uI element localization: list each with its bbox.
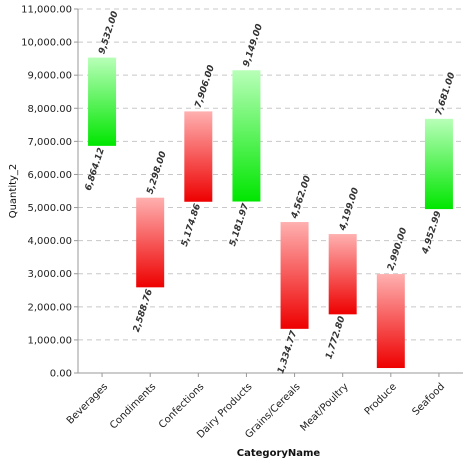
data-label: 4,952.99 (420, 210, 444, 256)
tick-labels: 0.00 1,000.00 2,000.00 3,000.00 4,000.00 5,00… (21, 5, 447, 441)
bars (88, 57, 453, 369)
y-tick-label: 6,000.00 (27, 170, 72, 181)
y-tick-label: 10,000.00 (21, 38, 72, 49)
data-label: 6,864.12 (84, 147, 107, 192)
data-label: 7,681.00 (434, 71, 457, 116)
data-label: 2,588.76 (132, 288, 155, 333)
data-label: 4,562.00 (290, 175, 314, 221)
y-axis-title: Quantity_2 (8, 164, 19, 219)
bar-dairy-products (232, 70, 261, 202)
y-tick-label: 2,000.00 (27, 302, 72, 313)
y-tick-label: 5,000.00 (27, 203, 72, 214)
x-tick-label: Seafood (410, 381, 447, 418)
x-tick-label: Condiments (108, 381, 158, 431)
x-tick-label: Produce (363, 381, 399, 417)
bar-produce (376, 274, 405, 369)
bar-confections (184, 111, 213, 202)
y-tick-label: 7,000.00 (27, 137, 72, 148)
data-label: 7,906.00 (194, 64, 217, 109)
gridlines (78, 8, 463, 341)
bar-meat-poultry (328, 234, 357, 315)
x-tick-label: Meat/Poultry (298, 381, 350, 433)
y-tick-label: 8,000.00 (27, 104, 72, 115)
y-tick-label: 9,000.00 (27, 71, 72, 82)
bar-seafood (424, 118, 453, 210)
data-label: 5,298.00 (146, 150, 169, 195)
data-label: 1,772.80 (324, 315, 347, 360)
bar-condiments (136, 197, 165, 288)
bar-grains-cereals (280, 222, 309, 329)
y-tick-label: 3,000.00 (27, 269, 72, 280)
x-axis-title: CategoryName (237, 448, 321, 459)
data-label: 2,990.00 (386, 227, 409, 272)
y-tick-label: 0.00 (50, 369, 72, 380)
data-label: 9,532.00 (97, 10, 120, 55)
axes (74, 8, 463, 377)
x-tick-label: Beverages (65, 381, 110, 426)
data-label: 5,181.97 (228, 202, 251, 248)
y-tick-label: 11,000.00 (21, 5, 72, 16)
data-label: 1,334.77 (276, 329, 299, 375)
x-tick-label: Confections (157, 381, 206, 430)
bar-beverages (88, 57, 117, 146)
data-label: 9,149.00 (242, 23, 265, 68)
data-label: 4,199.00 (338, 187, 362, 233)
y-tick-label: 4,000.00 (27, 236, 72, 247)
y-tick-label: 1,000.00 (27, 335, 72, 346)
